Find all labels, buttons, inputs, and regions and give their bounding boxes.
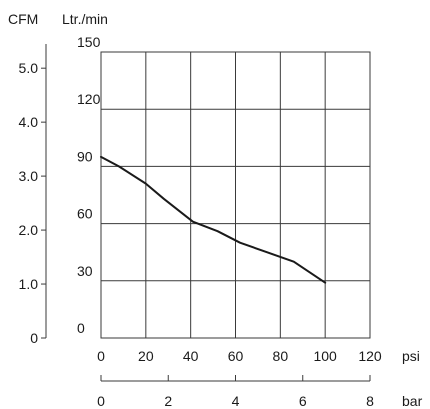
psi-unit-label: psi	[402, 348, 420, 364]
cfm-tick-label: 5.0	[19, 60, 39, 76]
psi-tick-label: 80	[273, 348, 289, 364]
cfm-tick-label: 0	[30, 330, 38, 346]
cfm-tick-label: 4.0	[19, 114, 39, 130]
bar-tick-label: 6	[299, 393, 307, 409]
lpm-tick-label: 60	[77, 206, 93, 222]
bar-axis: 0 2 4 6 8	[97, 375, 374, 409]
lpm-tick-label: 0	[77, 320, 85, 336]
cfm-tick-label: 1.0	[19, 276, 39, 292]
psi-tick-label: 100	[313, 348, 337, 364]
bar-tick-label: 2	[164, 393, 172, 409]
psi-tick-label: 120	[358, 348, 382, 364]
lpm-tick-label: 30	[77, 263, 93, 279]
cfm-axis: 0 1.0 2.0 3.0 4.0 5.0	[19, 44, 47, 346]
cfm-tick-label: 2.0	[19, 222, 39, 238]
plot-frame	[100, 51, 371, 339]
bar-tick-label: 4	[232, 393, 240, 409]
psi-tick-label: 20	[138, 348, 154, 364]
lpm-ticks: 0 30 60 90 120 150	[77, 34, 101, 336]
flow-curve	[100, 155, 327, 284]
psi-tick-label: 60	[228, 348, 244, 364]
lpm-tick-label: 120	[77, 91, 101, 107]
psi-tick-label: 0	[97, 348, 105, 364]
bar-tick-label: 8	[366, 393, 374, 409]
left-axis-unit: CFM	[8, 11, 38, 27]
right-axis-unit: Ltr./min	[62, 11, 108, 27]
psi-axis: 0 20 40 60 80 100 120	[97, 348, 382, 364]
psi-tick-label: 40	[183, 348, 199, 364]
bar-tick-label: 0	[97, 393, 105, 409]
plot-grid	[100, 51, 371, 339]
lpm-tick-label: 150	[77, 34, 101, 50]
bar-unit-label: bar	[402, 393, 423, 409]
lpm-tick-label: 90	[77, 148, 93, 164]
cfm-tick-label: 3.0	[19, 168, 39, 184]
